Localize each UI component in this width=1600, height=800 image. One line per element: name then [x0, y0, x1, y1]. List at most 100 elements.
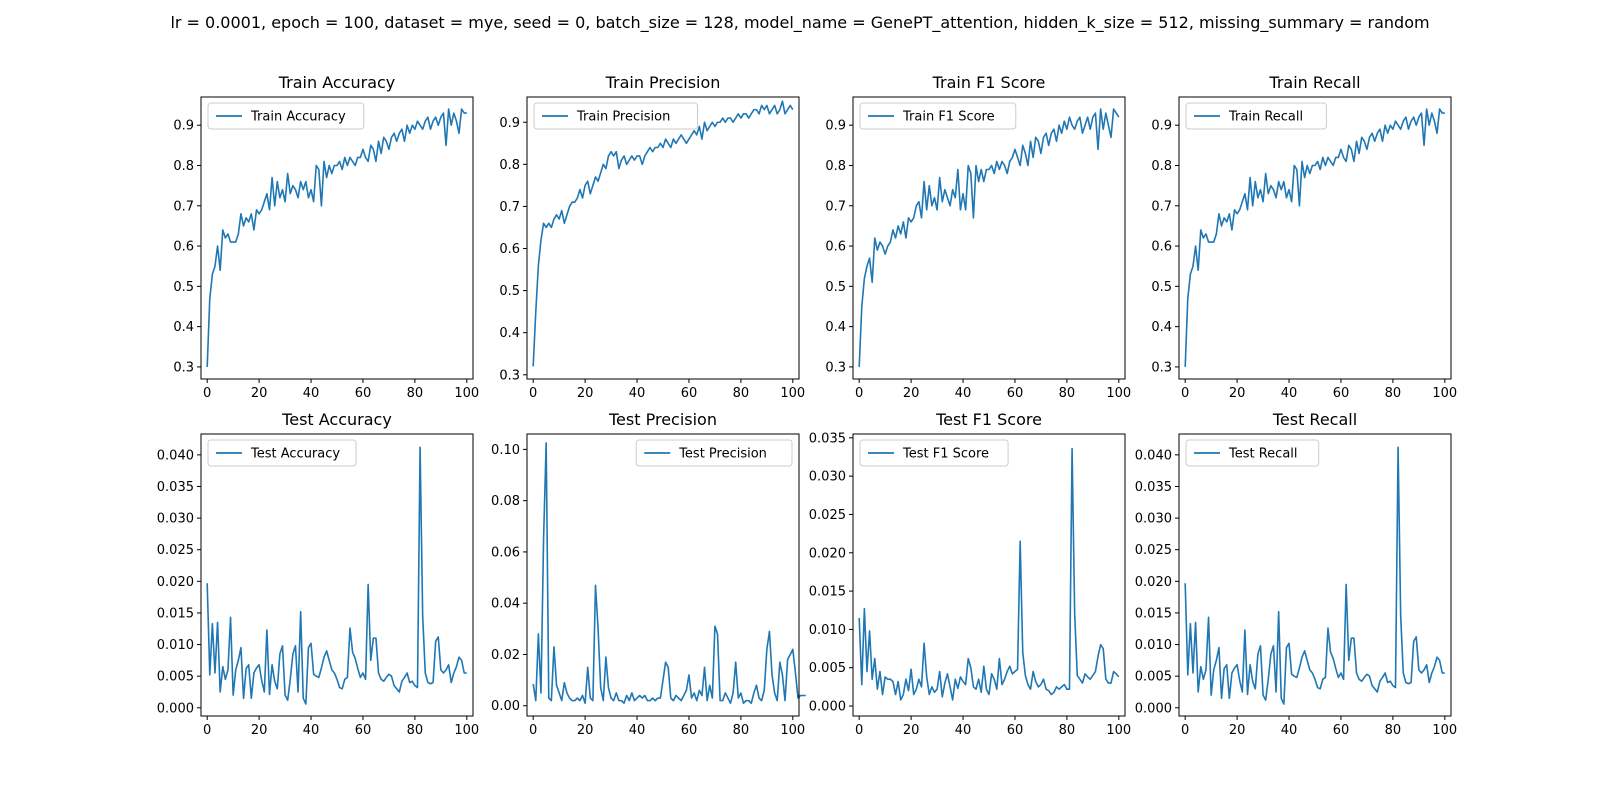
- x-tick-label: 60: [355, 723, 372, 738]
- y-tick-label: 0.020: [809, 546, 846, 561]
- legend-label: Test Accuracy: [250, 447, 340, 462]
- y-tick-label: 0.010: [809, 623, 846, 638]
- y-tick-label: 0.035: [1135, 480, 1172, 495]
- legend: Test Precision: [635, 439, 793, 467]
- x-tick-label: 40: [955, 723, 972, 738]
- subplot-3: Train F1 Score 0 20 40 60 80 100 0.3 0.4 0.5 0.6 0.…: [825, 73, 1131, 401]
- y-tick-label: 0.8: [499, 158, 520, 173]
- axes-frame: [200, 433, 474, 717]
- subplot-6: Test Precision 0 20 40 60 80 100 0.00 0.02 0.04 0.…: [491, 410, 806, 738]
- series-line: [858, 447, 1120, 701]
- legend-box: [533, 102, 698, 130]
- x-tick-label: 100: [454, 386, 479, 401]
- y-tick-label: 0.005: [157, 670, 194, 685]
- x-tick-label: 80: [1059, 386, 1076, 401]
- x-tick-label: 20: [251, 386, 268, 401]
- axes-frame: [526, 433, 800, 717]
- y-tick-label: 0.000: [157, 701, 194, 716]
- legend-label: Test Precision: [678, 447, 767, 462]
- y-tick-label: 0.010: [157, 638, 194, 653]
- x-tick-label: 60: [681, 386, 698, 401]
- y-tick-label: 0.9: [173, 119, 194, 134]
- x-tick-label: 0: [855, 386, 863, 401]
- subplot-title: Train F1 Score: [932, 73, 1046, 92]
- x-tick-label: 80: [1059, 723, 1076, 738]
- y-tick-label: 0.10: [491, 443, 520, 458]
- x-tick-label: 0: [855, 723, 863, 738]
- x-tick-label: 80: [733, 723, 750, 738]
- x-tick-label: 20: [903, 386, 920, 401]
- x-tick-label: 80: [1385, 386, 1402, 401]
- y-tick-label: 0.5: [499, 284, 520, 299]
- y-tick-label: 0.7: [173, 199, 194, 214]
- y-tick-label: 0.6: [499, 242, 520, 257]
- y-tick-label: 0.000: [1135, 701, 1172, 716]
- x-tick-label: 80: [407, 386, 424, 401]
- legend-box: [859, 102, 1017, 130]
- y-tick-label: 0.7: [1151, 199, 1172, 214]
- figure-suptitle: lr = 0.0001, epoch = 100, dataset = mye,…: [170, 13, 1430, 32]
- y-tick-label: 0.5: [1151, 280, 1172, 295]
- subplot-title: Train Recall: [1268, 73, 1360, 92]
- x-tick-label: 100: [1106, 386, 1131, 401]
- x-tick-label: 0: [529, 723, 537, 738]
- x-tick-label: 80: [407, 723, 424, 738]
- series-line: [532, 100, 794, 367]
- y-tick-label: 0.000: [809, 700, 846, 715]
- x-tick-label: 0: [1181, 723, 1189, 738]
- subplot-title: Test Accuracy: [281, 410, 392, 429]
- legend: Test F1 Score: [859, 439, 1009, 467]
- x-tick-label: 60: [355, 386, 372, 401]
- y-tick-label: 0.040: [157, 448, 194, 463]
- legend: Train F1 Score: [859, 102, 1017, 130]
- y-tick-label: 0.015: [1135, 606, 1172, 621]
- x-tick-label: 60: [1007, 723, 1024, 738]
- legend-label: Train Accuracy: [250, 110, 346, 125]
- y-tick-label: 0.025: [1135, 543, 1172, 558]
- x-tick-label: 20: [251, 723, 268, 738]
- x-tick-label: 40: [1281, 386, 1298, 401]
- y-tick-label: 0.015: [809, 585, 846, 600]
- y-tick-label: 0.08: [491, 494, 520, 509]
- y-tick-label: 0.025: [157, 543, 194, 558]
- axes-frame: [1178, 433, 1452, 717]
- legend-label: Train F1 Score: [902, 110, 995, 125]
- y-tick-label: 0.00: [491, 699, 520, 714]
- series-line: [858, 108, 1120, 367]
- y-tick-label: 0.020: [1135, 575, 1172, 590]
- legend-box: [859, 439, 1009, 467]
- y-tick-label: 0.7: [825, 199, 846, 214]
- y-tick-label: 0.8: [173, 159, 194, 174]
- x-tick-label: 40: [303, 723, 320, 738]
- legend-label: Test Recall: [1228, 447, 1298, 462]
- legend: Test Accuracy: [207, 439, 357, 467]
- x-tick-label: 40: [955, 386, 972, 401]
- legend: Train Precision: [533, 102, 698, 130]
- y-tick-label: 0.5: [825, 280, 846, 295]
- x-tick-label: 40: [629, 723, 646, 738]
- series-line: [532, 442, 806, 704]
- series-line: [206, 108, 467, 367]
- axes-frame: [852, 433, 1126, 717]
- y-tick-label: 0.4: [825, 320, 846, 335]
- y-tick-label: 0.005: [809, 661, 846, 676]
- x-tick-label: 100: [1432, 723, 1457, 738]
- x-tick-label: 0: [529, 386, 537, 401]
- y-tick-label: 0.3: [173, 360, 194, 375]
- series-line: [1184, 108, 1445, 367]
- y-tick-label: 0.030: [1135, 512, 1172, 527]
- y-tick-label: 0.040: [1135, 448, 1172, 463]
- x-tick-label: 100: [454, 723, 479, 738]
- y-tick-label: 0.5: [173, 280, 194, 295]
- axes-frame: [526, 96, 800, 380]
- x-tick-label: 60: [1333, 386, 1350, 401]
- y-tick-label: 0.3: [499, 368, 520, 383]
- subplot-4: Train Recall 0 20 40 60 80 100 0.3 0.4 0.5 0.6 0.7 0…: [1151, 73, 1457, 401]
- y-tick-label: 0.8: [1151, 159, 1172, 174]
- y-tick-label: 0.9: [825, 119, 846, 134]
- legend-label: Train Recall: [1228, 110, 1303, 125]
- y-tick-label: 0.9: [1151, 119, 1172, 134]
- legend-box: [207, 439, 357, 467]
- x-tick-label: 20: [577, 723, 594, 738]
- series-line: [206, 446, 467, 705]
